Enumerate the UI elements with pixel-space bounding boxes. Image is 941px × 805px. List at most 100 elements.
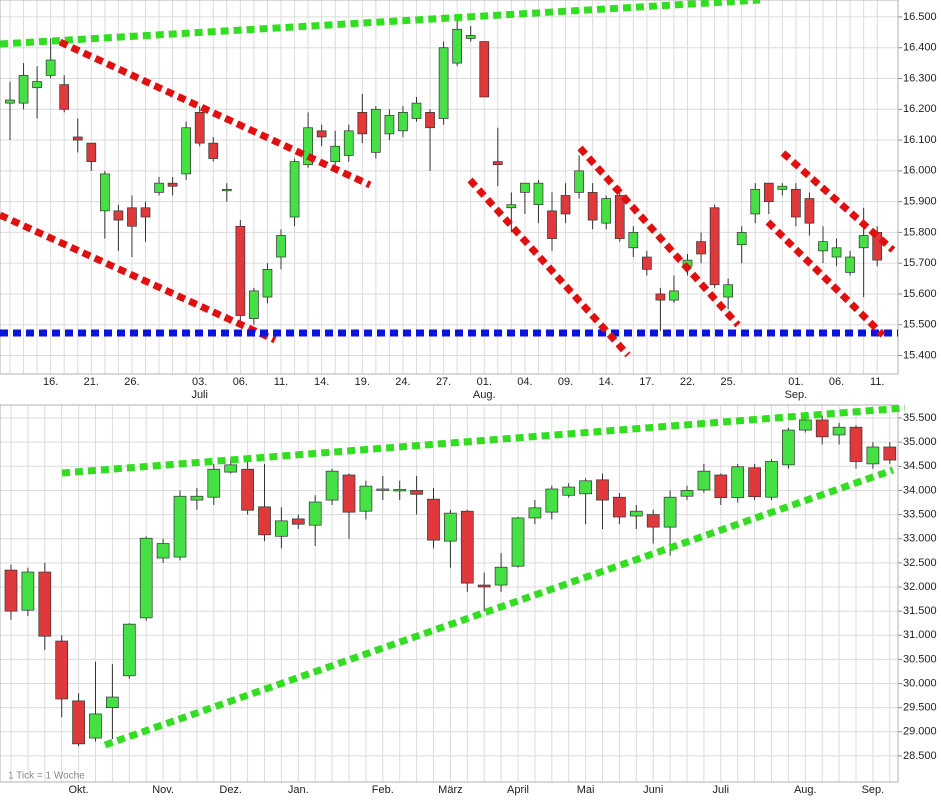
candle-body <box>316 130 327 138</box>
x-tick-label: April <box>507 784 529 796</box>
candle-body <box>384 115 395 135</box>
y-tick-label: 32.000 <box>903 581 937 593</box>
candle-body <box>173 495 187 558</box>
y-tick-label: 31.000 <box>903 629 937 641</box>
y-tick-label: 16.400 <box>903 42 937 54</box>
candle-body <box>411 102 422 119</box>
trend-line <box>0 211 277 344</box>
candle-body <box>560 195 571 215</box>
candle-body <box>99 173 110 212</box>
candle-body <box>425 112 435 129</box>
x-tick-label: 26. <box>124 376 139 388</box>
trend-line <box>61 404 906 477</box>
candle-body <box>289 161 300 218</box>
candle-body <box>494 566 508 586</box>
candle-body <box>444 512 457 542</box>
candle-body <box>357 112 368 135</box>
x-tick-label: 04. <box>517 376 532 388</box>
x-tick-label: 17. <box>639 376 654 388</box>
candle-body <box>646 514 660 528</box>
y-tick-label: 31.500 <box>903 605 937 617</box>
candle-body <box>669 290 679 301</box>
candle-body <box>765 461 778 498</box>
x-tick-label: Mai <box>577 784 595 796</box>
y-tick-label: 15.600 <box>903 288 937 300</box>
candle-body <box>641 256 652 270</box>
candle-body <box>291 518 305 525</box>
candle-body <box>154 182 164 193</box>
candle-body <box>308 501 322 526</box>
candle-body <box>207 468 221 498</box>
x-tick-label: 22. <box>680 376 695 388</box>
x-tick-label: 09. <box>558 376 573 388</box>
y-tick-label: 16.300 <box>903 72 937 84</box>
trend-line <box>103 466 895 749</box>
x-tick-label: Juli <box>713 784 730 796</box>
y-tick-label: 16.200 <box>903 103 937 115</box>
candle-body <box>343 130 354 156</box>
candle-body <box>574 170 584 193</box>
candle-body <box>241 468 254 511</box>
x-tick-label: 25. <box>721 376 736 388</box>
candle-body <box>21 571 35 611</box>
x-tick-label: 21. <box>84 376 99 388</box>
trend-line <box>765 219 886 338</box>
candle-body <box>86 142 97 162</box>
x-month-label: Sep. <box>785 389 808 401</box>
candle-body <box>276 235 286 258</box>
x-tick-label: Aug. <box>794 784 817 796</box>
x-tick-label: 19. <box>355 376 370 388</box>
candle-body <box>579 480 592 495</box>
candle-body <box>4 569 18 612</box>
x-tick-label: Jan. <box>288 784 309 796</box>
candle-body <box>398 112 408 132</box>
candle-body <box>782 429 795 466</box>
x-month-label: Juli <box>191 389 208 401</box>
candle-body <box>849 426 863 462</box>
x-tick-label: 16. <box>43 376 58 388</box>
x-tick-label: 27. <box>436 376 451 388</box>
candle-body <box>858 235 869 249</box>
x-tick-label: 03. <box>192 376 207 388</box>
y-tick-label: 33.500 <box>903 508 937 520</box>
y-tick-label: 15.400 <box>903 349 937 361</box>
y-tick-label: 15.700 <box>903 257 937 269</box>
plot-area <box>0 0 898 374</box>
candle-body <box>18 75 29 104</box>
candle-body <box>479 41 490 98</box>
x-tick-label: Dez. <box>219 784 242 796</box>
candle-body <box>697 470 711 491</box>
candle-body <box>748 467 761 498</box>
x-tick-label: 24. <box>395 376 410 388</box>
candle-body <box>221 188 232 192</box>
candle-body <box>845 256 855 273</box>
candle-body <box>410 490 423 495</box>
candle-body <box>89 713 102 739</box>
candle-body <box>655 293 666 301</box>
candle-body <box>235 225 246 316</box>
x-tick-label: Feb. <box>372 784 394 796</box>
candle-body <box>696 241 706 255</box>
candle-body <box>275 520 288 537</box>
candle-body <box>194 112 205 144</box>
y-tick-label: 35.000 <box>903 436 937 448</box>
candle-body <box>613 496 626 518</box>
trend-line <box>467 177 631 358</box>
candle-body <box>492 161 503 166</box>
candle-body <box>438 47 449 119</box>
candle-body <box>5 99 15 104</box>
candle-body <box>596 479 609 501</box>
candle-body <box>122 623 136 677</box>
x-tick-label: Sep. <box>862 784 885 796</box>
candle-body <box>55 640 69 700</box>
x-tick-label: 01. <box>477 376 492 388</box>
y-tick-label: 33.000 <box>903 533 937 545</box>
candle-body <box>190 495 204 501</box>
candle-body <box>72 136 83 141</box>
candle-body <box>562 486 576 496</box>
candle-body <box>325 470 339 501</box>
candle-body <box>465 35 476 39</box>
candle-body <box>804 198 815 224</box>
candle-body <box>376 488 390 491</box>
x-tick-label: März <box>438 784 462 796</box>
